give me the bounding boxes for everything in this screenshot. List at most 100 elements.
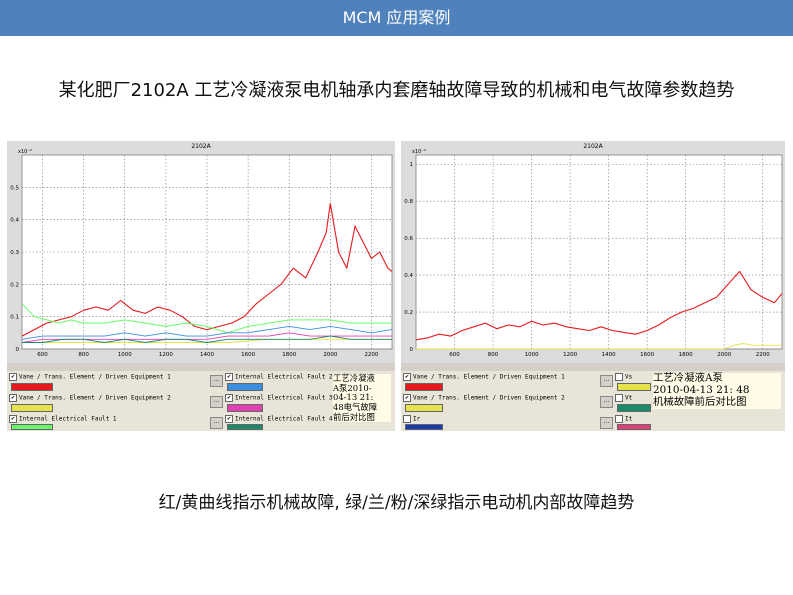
left-legend-item-6[interactable]: ✔ Internal Electrical Fault 4	[225, 415, 333, 423]
x-tick-label: 2200	[756, 352, 770, 358]
legend-swatch-yellow	[11, 404, 53, 412]
legend-more-button[interactable]: ...	[210, 396, 223, 408]
legend-checkbox[interactable]: ✔	[403, 394, 411, 402]
x-tick-label: 1800	[282, 352, 296, 358]
y-tick-label: 0.2	[10, 282, 19, 288]
legend-label: Internal Electrical Fault 2	[235, 373, 333, 381]
y-tick-label: 0.4	[10, 218, 19, 224]
legend-label: Vane / Trans. Element / Driven Equipment…	[413, 394, 565, 402]
legend-label: Vs	[625, 373, 633, 381]
legend-checkbox[interactable]	[615, 415, 623, 423]
x-tick-label: 1000	[118, 352, 132, 358]
slide-header: MCM 应用案例	[0, 0, 793, 36]
left-plot-window: 2102A 0 0.1 0.2 0.3 0.4 0.5 600 800 1000 1200 1400…	[7, 141, 395, 363]
x-tick-label: 1400	[602, 352, 616, 358]
left-legend-item-1[interactable]: ✔ Vane / Trans. Element / Driven Equipmen…	[9, 373, 171, 381]
legend-checkbox[interactable]: ✔	[225, 373, 233, 381]
legend-label: Internal Electrical Fault 4	[235, 415, 333, 423]
legend-more-button[interactable]: ...	[600, 417, 613, 429]
legend-more-button[interactable]: ...	[600, 396, 613, 408]
y-tick-label: 0.6	[404, 236, 413, 242]
x-tick-label: 600	[37, 352, 48, 358]
legend-more-button[interactable]: ...	[210, 417, 223, 429]
legend-label: Internal Electrical Fault 3	[235, 394, 333, 402]
legend-checkbox[interactable]	[403, 415, 411, 423]
series-line-6	[22, 335, 392, 343]
legend-checkbox[interactable]: ✔	[225, 415, 233, 423]
y-tick-label: 0	[16, 347, 20, 353]
slide-title: MCM 应用案例	[342, 8, 451, 27]
slide-heading: 某化肥厂2102A 工艺冷凝液泵电机轴承内套磨轴故障导致的机械和电气故障参数趋势	[58, 80, 735, 101]
slide-footer: 红/黄曲线指示机械故障, 绿/兰/粉/深绿指示电动机内部故障趋势	[158, 493, 635, 513]
left-legend: ✔ Vane / Trans. Element / Driven Equipmen…	[7, 371, 395, 431]
x-tick-label: 2200	[364, 352, 378, 358]
right-annotation-note: 工艺冷凝液A泵 2010-04-13 21: 48 机械故障前后对比图	[653, 372, 781, 409]
legend-checkbox[interactable]: ✔	[9, 415, 17, 423]
legend-label: Ir	[413, 415, 421, 423]
right-chart-panel: 2102A 0 0.2 0.4 0.6 0.8 1 600 800 1000 1200 1400 16…	[401, 141, 785, 431]
legend-label: Internal Electrical Fault 1	[19, 415, 117, 423]
right-legend-item-it[interactable]: It	[615, 415, 632, 423]
y-tick-label: 0	[410, 347, 414, 353]
legend-checkbox[interactable]: ✔	[403, 373, 411, 381]
legend-swatch-green	[11, 424, 53, 430]
y-exponent-label: x10⁻²	[18, 149, 32, 155]
left-legend-item-4[interactable]: ✔ Internal Electrical Fault 2	[225, 373, 333, 381]
x-tick-label: 1000	[525, 352, 539, 358]
series-line-1	[21, 202, 393, 337]
legend-swatch-vs	[617, 383, 651, 391]
x-tick-label: 2000	[717, 352, 731, 358]
x-tick-label: 1400	[200, 352, 214, 358]
legend-label: Vane / Trans. Element / Driven Equipment…	[19, 373, 171, 381]
right-plot-window: 2102A 0 0.2 0.4 0.6 0.8 1 600 800 1000 1200 1400 16…	[401, 141, 785, 363]
legend-checkbox[interactable]: ✔	[9, 394, 17, 402]
x-tick-label: 800	[488, 352, 499, 358]
legend-more-button[interactable]: ...	[600, 375, 613, 387]
y-tick-label: 0.4	[404, 273, 413, 279]
left-legend-item-3[interactable]: ✔ Internal Electrical Fault 1	[9, 415, 117, 423]
y-tick-label: 0.5	[10, 185, 19, 191]
legend-checkbox[interactable]: ✔	[225, 394, 233, 402]
legend-swatch-red	[11, 383, 53, 391]
x-tick-label: 1600	[640, 352, 654, 358]
right-legend: ✔ Vane / Trans. Element / Driven Equipmen…	[401, 371, 785, 431]
legend-swatch-darkgreen	[227, 424, 263, 430]
y-tick-label: 1	[410, 162, 414, 168]
legend-swatch-red	[405, 383, 443, 391]
series-line-4	[21, 325, 393, 340]
y-exponent-label: x10⁻²	[412, 149, 426, 155]
y-tick-label: 0.3	[10, 250, 19, 256]
x-tick-label: 1600	[241, 352, 255, 358]
right-legend-item-vt[interactable]: Vt	[615, 394, 632, 402]
x-tick-label: 2000	[323, 352, 337, 358]
right-chart-title: 2102A	[583, 143, 603, 150]
legend-swatch-blue	[227, 383, 263, 391]
right-legend-item-1[interactable]: ✔ Vane / Trans. Element / Driven Equipmen…	[403, 373, 565, 381]
series-line-3	[21, 303, 392, 334]
legend-swatch-vt	[617, 404, 651, 412]
x-tick-label: 1200	[563, 352, 577, 358]
legend-swatch-pink	[227, 404, 263, 412]
legend-checkbox[interactable]: ✔	[9, 373, 17, 381]
y-tick-label: 0.8	[404, 199, 413, 205]
right-legend-item-2[interactable]: ✔ Vane / Trans. Element / Driven Equipmen…	[403, 394, 565, 402]
left-chart-svg: 0 0.1 0.2 0.3 0.4 0.5 600 800 1000 1200 1400 1600 18…	[10, 149, 393, 358]
right-legend-item-vs[interactable]: Vs	[615, 373, 632, 381]
legend-swatch-it	[617, 424, 651, 430]
legend-swatch-yellow	[405, 404, 443, 412]
legend-checkbox[interactable]	[615, 394, 623, 402]
left-legend-item-2[interactable]: ✔ Vane / Trans. Element / Driven Equipmen…	[9, 394, 171, 402]
x-tick-label: 600	[449, 352, 460, 358]
legend-label: It	[625, 415, 633, 423]
left-chart-title: 2102A	[191, 143, 211, 150]
legend-checkbox[interactable]	[615, 373, 623, 381]
series-line-2	[416, 343, 782, 350]
left-legend-item-5[interactable]: ✔ Internal Electrical Fault 3	[225, 394, 333, 402]
legend-swatch-ir	[405, 424, 443, 430]
legend-more-button[interactable]: ...	[210, 375, 223, 387]
series-line-1	[415, 270, 783, 341]
x-tick-label: 1800	[679, 352, 693, 358]
right-legend-item-ir[interactable]: Ir	[403, 415, 420, 423]
legend-label: Vt	[625, 394, 633, 402]
